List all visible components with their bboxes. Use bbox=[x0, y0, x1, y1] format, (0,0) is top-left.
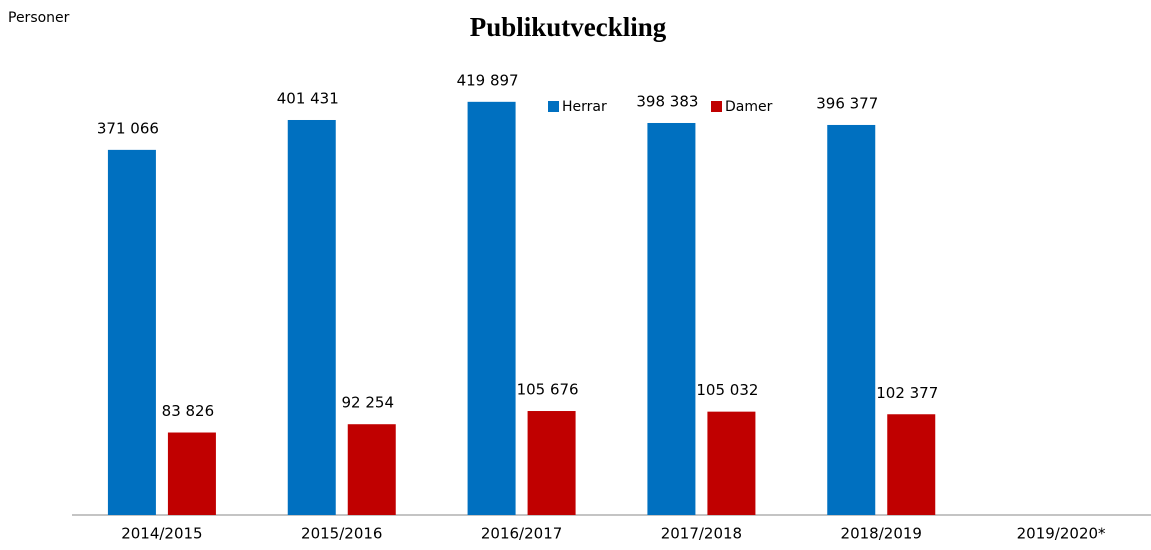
data-label: 105 032 bbox=[696, 381, 758, 399]
x-tick-label: 2018/2019 bbox=[841, 525, 922, 543]
x-tick-label: 2014/2015 bbox=[121, 525, 202, 543]
data-label: 92 254 bbox=[342, 394, 395, 412]
legend-swatch bbox=[711, 101, 722, 112]
chart-title: Publikutveckling bbox=[470, 12, 667, 42]
data-label: 83 826 bbox=[162, 402, 215, 420]
bar bbox=[107, 149, 156, 515]
bar bbox=[647, 122, 696, 516]
data-label: 401 431 bbox=[277, 89, 339, 107]
x-tick-label: 2016/2017 bbox=[481, 525, 562, 543]
data-label: 105 676 bbox=[517, 381, 579, 399]
legend-swatch bbox=[548, 101, 559, 112]
data-label: 102 377 bbox=[876, 384, 938, 402]
bar bbox=[467, 101, 516, 515]
bar bbox=[707, 411, 756, 515]
x-tick-label: 2015/2016 bbox=[301, 525, 382, 543]
data-label: 419 897 bbox=[457, 71, 519, 89]
bar bbox=[827, 124, 876, 516]
bar bbox=[887, 414, 936, 515]
y-axis-label: Personer bbox=[8, 10, 70, 26]
data-label: 371 066 bbox=[97, 119, 159, 137]
data-label: 396 377 bbox=[816, 94, 878, 112]
legend-label: Damer bbox=[725, 99, 773, 115]
bar bbox=[287, 119, 336, 516]
bar bbox=[167, 432, 216, 515]
bar bbox=[347, 424, 396, 515]
bar bbox=[527, 411, 576, 515]
x-tick-label: 2019/2020* bbox=[1017, 525, 1106, 543]
data-label: 398 383 bbox=[636, 92, 698, 110]
x-tick-label: 2017/2018 bbox=[661, 525, 742, 543]
legend-label: Herrar bbox=[562, 99, 607, 115]
